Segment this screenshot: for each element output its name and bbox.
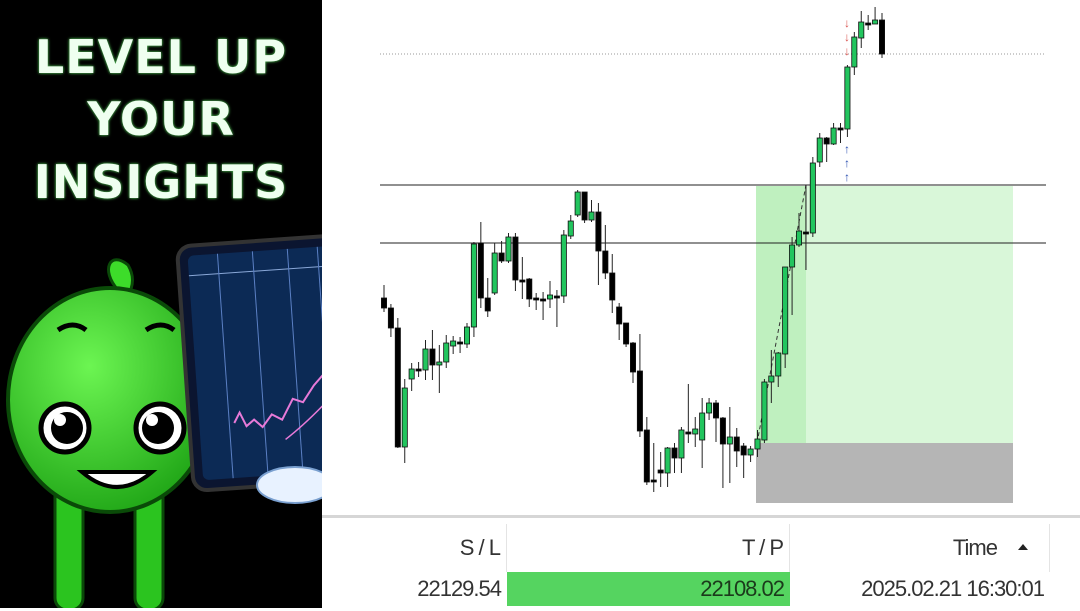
row-time: 2025.02.21 16:30:01	[861, 576, 1045, 601]
headline-line-3: INSIGHTS	[33, 155, 289, 209]
bull-candle	[851, 36, 858, 68]
bear-candle	[498, 252, 505, 262]
mascot-illustration	[6, 233, 322, 608]
header-sl[interactable]: S / L	[322, 524, 507, 572]
bear-candle	[802, 231, 809, 235]
bear-candle	[740, 445, 747, 456]
bull-candle	[796, 230, 803, 246]
bull-candle	[761, 381, 768, 441]
bull-candle	[844, 66, 851, 130]
headline-line-1: LEVEL UP	[34, 30, 288, 84]
headline-line-2: YOUR	[87, 92, 235, 146]
bull-candle	[443, 342, 450, 363]
bull-candle	[816, 137, 823, 163]
bear-candle	[595, 211, 602, 252]
bull-candle	[574, 191, 581, 216]
bear-candle	[484, 297, 491, 312]
bull-candle	[789, 244, 796, 268]
bull-candle	[754, 438, 761, 450]
bear-candle	[533, 297, 540, 301]
bull-candle	[588, 211, 595, 221]
bear-candle	[657, 469, 664, 474]
row-tp: 22108.02	[507, 572, 790, 606]
bear-candle	[630, 342, 637, 373]
bull-candle	[678, 429, 685, 459]
bear-candle	[616, 306, 623, 325]
bear-candle	[650, 479, 657, 483]
bear-candle	[685, 431, 692, 435]
bull-candle	[422, 348, 429, 371]
bull-candle	[567, 220, 574, 237]
price-chart: ↓↓↓↑↑↑	[380, 7, 1046, 503]
bear-candle	[671, 447, 678, 459]
row-sl: 22129.54	[417, 576, 502, 601]
bull-candle	[726, 436, 733, 445]
bull-candle	[408, 368, 415, 380]
bull-candle	[872, 19, 879, 25]
bull-candle	[401, 387, 408, 448]
bull-candle	[699, 412, 706, 441]
buy-arrow-icon: ↑	[844, 142, 850, 156]
bear-candle	[602, 250, 609, 274]
bull-candle	[463, 326, 470, 345]
sell-arrow-icon: ↓	[844, 44, 850, 58]
bear-candle	[713, 402, 720, 419]
bear-candle	[477, 242, 484, 299]
bull-candle	[747, 448, 754, 456]
bear-candle	[512, 236, 519, 281]
bear-candle	[429, 348, 436, 366]
bull-candle	[664, 447, 671, 474]
candles	[380, 7, 886, 492]
bull-candle	[491, 252, 498, 294]
bear-candle	[609, 272, 616, 301]
bear-candle	[636, 370, 643, 432]
bear-candle	[457, 341, 464, 345]
sell-arrow-icon: ↓	[844, 30, 850, 44]
bear-candle	[581, 191, 588, 221]
bear-candle	[380, 297, 387, 309]
bull-candle	[830, 127, 837, 145]
bear-candle	[879, 19, 886, 55]
bull-candle	[858, 21, 865, 39]
bear-candle	[540, 298, 547, 302]
bear-candle	[823, 137, 830, 145]
buy-arrow-icon: ↑	[844, 156, 850, 170]
buy-arrow-icon: ↑	[844, 170, 850, 184]
bull-candle	[547, 294, 554, 300]
bull-candle	[775, 352, 782, 377]
bull-candle	[505, 236, 512, 262]
bear-candle	[387, 307, 394, 329]
bear-candle	[526, 278, 533, 300]
bull-candle	[706, 402, 713, 414]
header-tp[interactable]: T / P	[507, 524, 790, 572]
bear-candle	[623, 322, 630, 345]
header-time-label: Time	[952, 535, 998, 560]
bull-candle	[560, 234, 567, 297]
bear-candle	[415, 368, 422, 372]
bear-candle	[394, 327, 401, 448]
bear-candle	[519, 279, 526, 283]
promo-panel: LEVEL UP YOUR INSIGHTS	[0, 0, 322, 608]
bull-candle	[692, 428, 699, 435]
bull-candle	[809, 162, 816, 234]
orders-table: S / L T / P Time 22129.54 22108.02 2025.…	[322, 515, 1080, 611]
bull-candle	[782, 266, 789, 355]
bull-candle	[450, 340, 457, 347]
bear-candle	[719, 417, 726, 445]
bull-candle	[768, 375, 775, 383]
sell-arrow-icon: ↓	[844, 16, 850, 30]
bear-candle	[553, 295, 560, 299]
bear-candle	[865, 22, 872, 26]
bear-candle	[733, 436, 740, 452]
bull-candle	[436, 361, 443, 366]
bear-candle	[837, 127, 844, 131]
header-time[interactable]: Time	[790, 524, 1050, 572]
bear-candle	[643, 429, 650, 483]
triangle-up-icon[interactable]	[1018, 544, 1028, 550]
bull-candle	[470, 243, 477, 328]
stop-loss-zone	[756, 443, 1013, 503]
